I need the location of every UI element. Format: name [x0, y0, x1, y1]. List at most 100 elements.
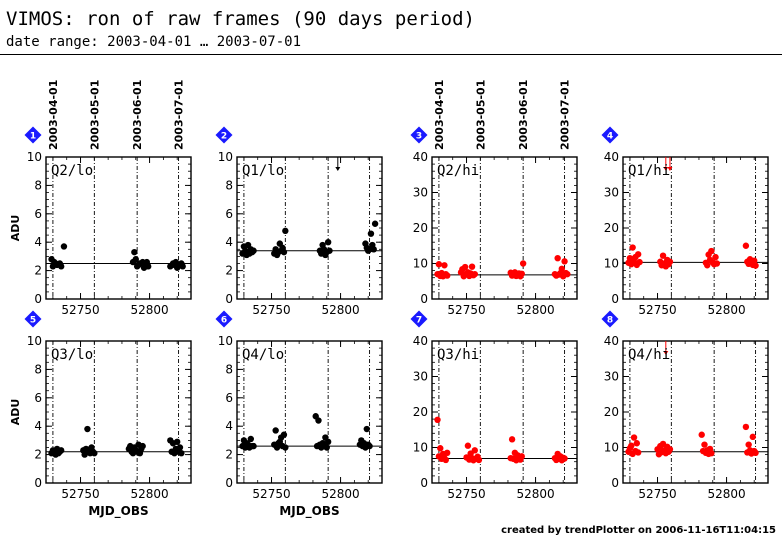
panel-3-xtick-label: 52750 [447, 303, 485, 317]
panel-7-data-point [443, 449, 451, 457]
panel-4-ytick-label: 30 [604, 186, 619, 200]
panel-6-data-point [250, 442, 257, 450]
panel-5-ytick-label: 2 [34, 448, 42, 462]
panel-3-data-point [558, 265, 566, 273]
panel-3-date-tick-label: 2003-06-01 [517, 80, 530, 150]
panel-2-data-point [370, 246, 377, 253]
panel-7-data-point [518, 453, 525, 460]
panel-7-badge-number: 7 [416, 316, 422, 326]
panel-7-data-point [437, 445, 444, 452]
panel-2-quadrant-label: Q1/lo [242, 163, 284, 179]
panel-1-data-point [131, 248, 138, 256]
panel-7-xtick-label: 52800 [516, 487, 554, 501]
panel-8-data-point [742, 423, 750, 431]
panel-3-date-tick-label: 2003-07-01 [559, 80, 572, 150]
page-title: VIMOS: ron of raw frames (90 days period… [6, 8, 475, 30]
panel-6-ytick-label: 10 [218, 334, 233, 348]
header-divider [0, 54, 782, 55]
panel-2-data-point [280, 248, 288, 256]
panel-3-date-tick-label: 2003-05-01 [474, 80, 487, 150]
panel-8-offscale-marker [663, 351, 669, 355]
panel-8-xtick-label: 52750 [638, 487, 676, 501]
panel-1-date-tick-label: 2003-04-01 [47, 80, 60, 150]
panel-5-ytick-label: 8 [34, 362, 42, 376]
panel-5-badge-number: 5 [30, 316, 36, 326]
panel-6-quadrant-label: Q4/lo [242, 347, 284, 363]
panel-5-data-point [176, 444, 184, 451]
panel-2-offscale-marker [335, 167, 341, 171]
panel-1-ytick-label: 2 [34, 264, 42, 278]
panel-3-quadrant-label: Q2/hi [437, 163, 479, 179]
panel-1-ylabel: ADU [9, 215, 22, 242]
panel-1-date-tick-label: 2003-07-01 [173, 80, 186, 150]
panel-8-ytick-label: 30 [604, 370, 619, 384]
panel-3-data-point [435, 261, 443, 268]
panel-4-offscale-marker [663, 167, 669, 171]
panel-8-ytick-label: 0 [611, 476, 619, 490]
panel-3-data-point [561, 258, 568, 265]
panel-6-ytick-label: 4 [225, 419, 233, 433]
panel-2-data-point [371, 220, 379, 227]
panel-6-badge-diamond [215, 310, 233, 328]
panel-1-ytick-label: 0 [34, 292, 42, 306]
panel-8-ytick-label: 20 [604, 405, 619, 419]
panel-7-ytick-label: 40 [413, 334, 428, 348]
panel-1-ytick-label: 4 [34, 235, 42, 249]
panel-8-data-point [633, 440, 641, 447]
panel-3-data-point [471, 270, 479, 278]
panel-5-data-point [84, 425, 91, 433]
panel-5-data-point [91, 449, 98, 457]
panel-7-data-point [434, 416, 441, 424]
panel-2-ytick-label: 8 [225, 178, 233, 192]
panel-8-ytick-label: 10 [604, 441, 619, 455]
panel-1-data-point [144, 263, 152, 270]
panel-2-data-point [250, 247, 257, 254]
panel-7-data-point [442, 456, 450, 464]
panel-2-xtick-label: 52750 [252, 303, 290, 317]
panel-8-badge-number: 8 [607, 316, 613, 326]
panel-2-ytick-label: 6 [225, 207, 233, 221]
panel-3-badge-diamond [410, 126, 428, 144]
panel-8-ytick-label: 40 [604, 334, 619, 348]
panel-1-data-point [179, 263, 186, 270]
panel-5-data-point [178, 449, 185, 457]
panel-6-ytick-label: 6 [225, 391, 233, 405]
panel-6-ytick-label: 8 [225, 362, 233, 376]
panel-1-xtick-label: 52750 [61, 303, 99, 317]
panel-1-data-point [57, 263, 65, 270]
panel-2-data-point [326, 247, 333, 254]
panel-5-quadrant-label: Q3/lo [51, 347, 93, 363]
panel-3-data-point [554, 254, 561, 262]
panel-3-date-tick-label: 2003-04-01 [433, 80, 446, 150]
panel-6-data-point [324, 438, 332, 446]
panel-8-data-point [701, 441, 708, 448]
panel-2-ytick-label: 0 [225, 292, 233, 306]
panel-4-ytick-label: 40 [604, 150, 619, 164]
panel-6-data-point [282, 444, 289, 451]
panel-2-ytick-label: 4 [225, 235, 233, 249]
panel-5-ytick-label: 0 [34, 476, 42, 490]
panel-6-ytick-label: 2 [225, 448, 233, 462]
panel-4-data-point [750, 257, 758, 264]
panel-4-ytick-label: 0 [611, 292, 619, 306]
panel-5-ytick-label: 4 [34, 419, 42, 433]
panel-4-badge-diamond [601, 126, 619, 144]
panel-8-data-point [752, 449, 759, 457]
panel-4-xtick-label: 52800 [707, 303, 745, 317]
panel-3-ytick-label: 30 [413, 186, 428, 200]
panel-6-data-point [363, 425, 371, 433]
panel-8-data-point [634, 449, 642, 456]
date-range-subtitle: date range: 2003-04-01 … 2003-07-01 [6, 34, 302, 50]
footer-credit: created by trendPlotter on 2006-11-16T11… [501, 525, 776, 536]
panel-4-data-point [666, 258, 674, 265]
panel-4-data-point [752, 262, 759, 269]
panel-3-ytick-label: 0 [420, 292, 428, 306]
panel-1-data-point [132, 256, 139, 263]
panel-7-data-point [475, 456, 483, 464]
panel-6-xtick-label: 52800 [321, 487, 359, 501]
panel-2-badge-diamond [215, 126, 233, 144]
panel-8-data-point [708, 449, 715, 457]
panel-3-data-point [441, 262, 448, 269]
panel-3-data-point [564, 270, 571, 278]
